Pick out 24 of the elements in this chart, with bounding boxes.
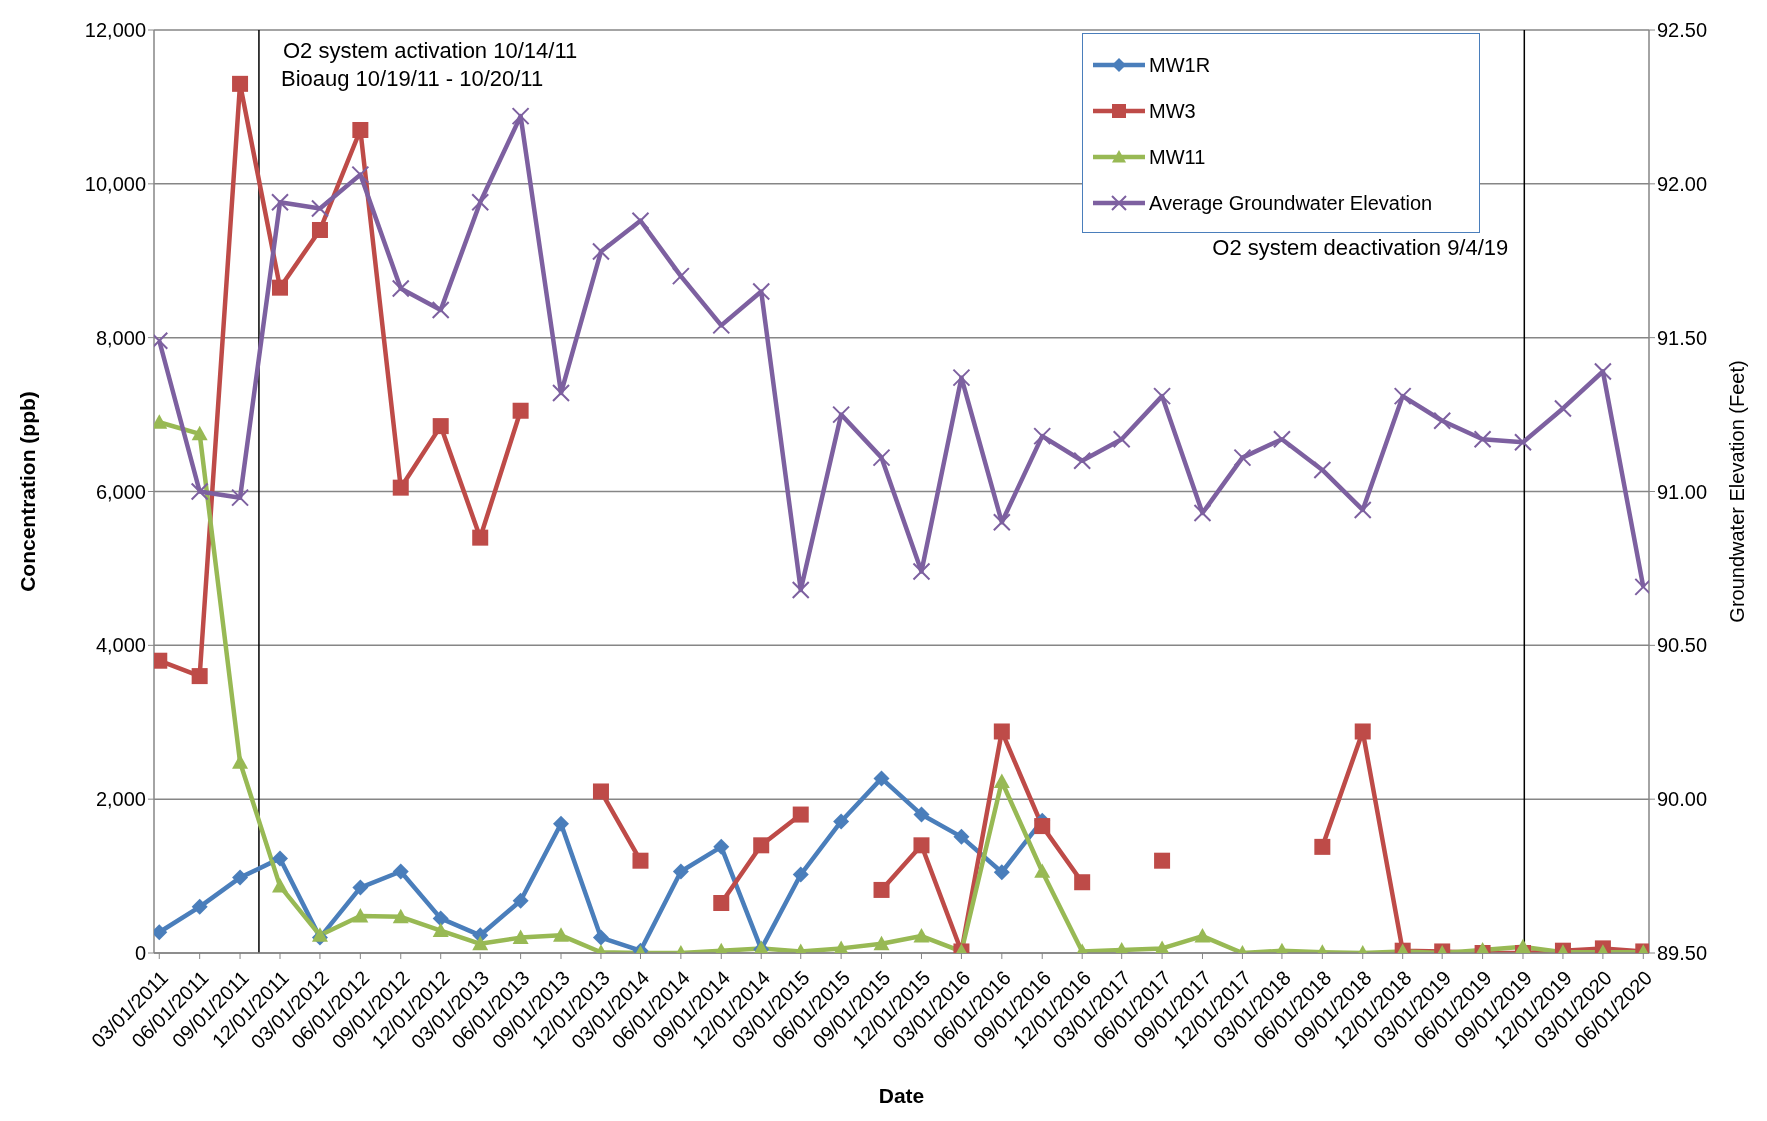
y-tick-label: 10,000 bbox=[84, 172, 146, 195]
y2-tick-label: 90.00 bbox=[1657, 788, 1708, 811]
ref-line-label: O2 system deactivation 9/4/19 bbox=[1212, 235, 1509, 260]
ref-line-label: O2 system activation 10/14/11 bbox=[282, 38, 578, 63]
y2-tick-label: 92.50 bbox=[1657, 19, 1708, 42]
y-axis-title: Concentration (ppb) bbox=[16, 391, 40, 592]
legend-label: MW11 bbox=[1149, 145, 1206, 169]
legend-label: MW3 bbox=[1149, 99, 1196, 123]
y-tick-label: 6,000 bbox=[95, 480, 146, 503]
y-tick-label: 8,000 bbox=[95, 326, 146, 349]
y2-tick-label: 92.00 bbox=[1657, 172, 1708, 195]
y-tick-label: 0 bbox=[134, 942, 146, 965]
y2-tick-label: 89.50 bbox=[1657, 942, 1708, 965]
y2-axis-title: Groundwater Elevation (Feet) bbox=[1726, 360, 1749, 623]
y-tick-label: 4,000 bbox=[95, 634, 146, 657]
y2-tick-label: 91.00 bbox=[1657, 480, 1708, 503]
y-tick-label: 2,000 bbox=[95, 788, 146, 811]
y-tick-label: 12,000 bbox=[84, 19, 146, 42]
y2-tick-label: 91.50 bbox=[1657, 326, 1708, 349]
x-axis-title: Date bbox=[878, 1084, 925, 1107]
legend-label: Average Groundwater Elevation bbox=[1149, 191, 1433, 215]
legend-label: MW1R bbox=[1149, 53, 1211, 77]
annotation: Bioaug 10/19/11 - 10/20/11 bbox=[281, 66, 544, 92]
y2-tick-label: 90.50 bbox=[1657, 634, 1708, 657]
